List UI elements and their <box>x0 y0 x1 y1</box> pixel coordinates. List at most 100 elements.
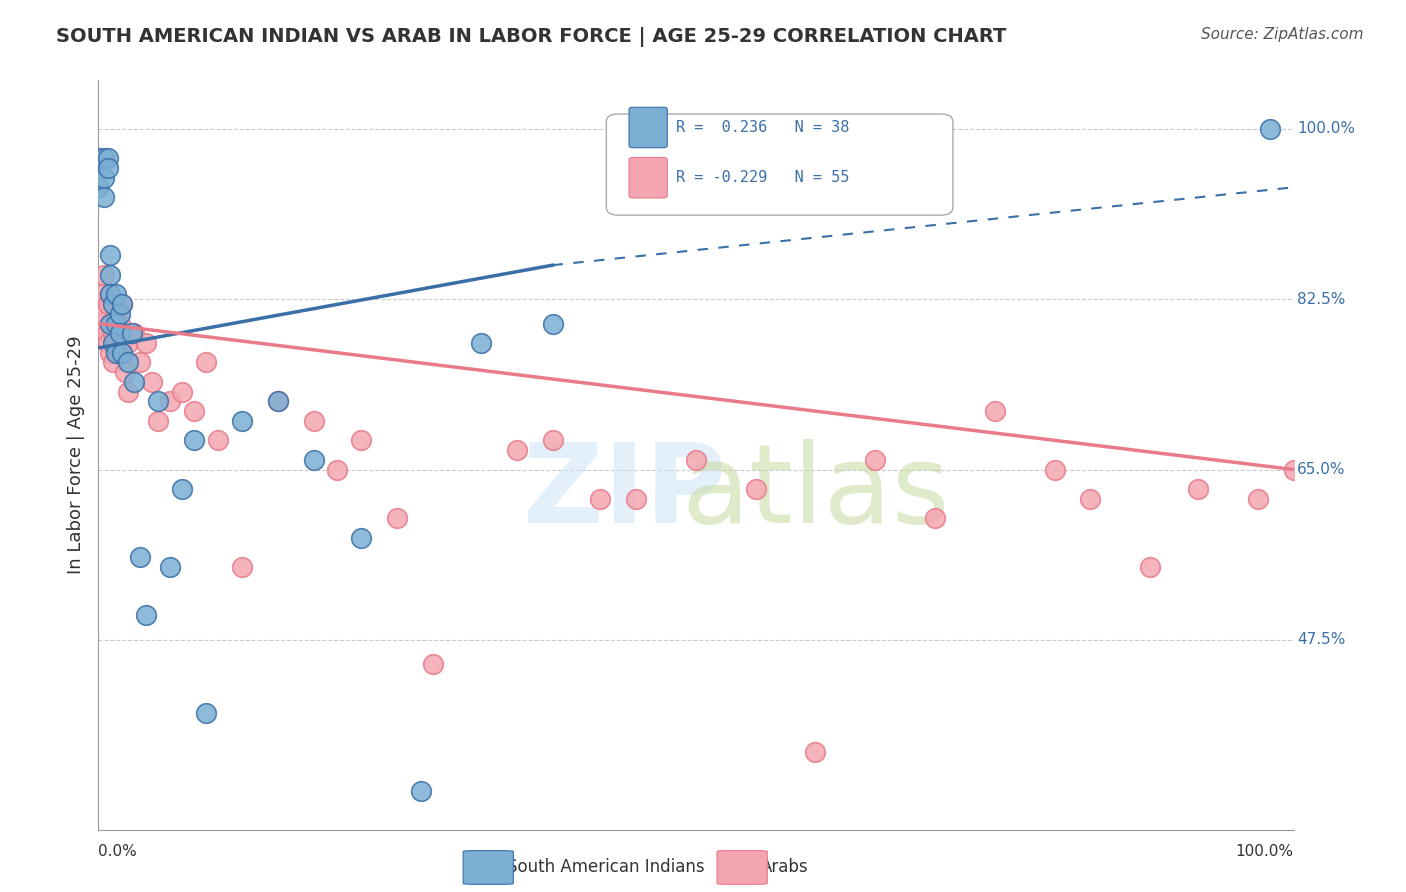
Point <box>87 151 110 165</box>
Point <box>685 452 707 467</box>
Point <box>541 434 564 448</box>
Point <box>148 394 170 409</box>
Point <box>302 414 325 428</box>
Point <box>93 307 115 321</box>
Point <box>93 170 115 185</box>
Point <box>231 559 253 574</box>
Point <box>195 706 218 720</box>
Point <box>105 336 128 351</box>
Point <box>541 317 564 331</box>
Text: 100.0%: 100.0% <box>1298 121 1355 136</box>
FancyBboxPatch shape <box>606 114 953 215</box>
Text: R = -0.229   N = 55: R = -0.229 N = 55 <box>676 170 849 186</box>
Point <box>114 365 136 379</box>
Point <box>267 394 290 409</box>
Text: 100.0%: 100.0% <box>1236 844 1294 859</box>
Text: SOUTH AMERICAN INDIAN VS ARAB IN LABOR FORCE | AGE 25-29 CORRELATION CHART: SOUTH AMERICAN INDIAN VS ARAB IN LABOR F… <box>56 27 1007 46</box>
Point <box>1247 491 1270 506</box>
Text: R =  0.236   N = 38: R = 0.236 N = 38 <box>676 120 849 135</box>
Point <box>111 345 134 359</box>
Point <box>124 326 146 341</box>
FancyBboxPatch shape <box>463 851 513 884</box>
Point <box>87 297 110 311</box>
Point <box>117 355 139 369</box>
Point <box>98 345 122 359</box>
Point <box>422 657 444 672</box>
Point <box>101 336 124 351</box>
Point <box>111 297 134 311</box>
Point <box>91 287 114 301</box>
Point <box>98 287 122 301</box>
Point <box>326 462 349 476</box>
Point <box>101 297 124 311</box>
Point <box>1139 559 1161 574</box>
Text: 47.5%: 47.5% <box>1298 632 1346 648</box>
Point <box>267 394 290 409</box>
Point <box>105 345 128 359</box>
Point <box>93 190 115 204</box>
Text: 82.5%: 82.5% <box>1298 292 1346 307</box>
Text: ZIP: ZIP <box>523 439 725 546</box>
Point <box>231 414 253 428</box>
FancyBboxPatch shape <box>628 158 668 198</box>
Point <box>93 268 115 282</box>
Text: atlas: atlas <box>682 439 949 546</box>
Point <box>135 336 157 351</box>
Point <box>172 482 194 496</box>
Point <box>97 161 120 175</box>
Point <box>111 336 134 351</box>
Point <box>350 434 373 448</box>
Point <box>97 336 120 351</box>
Point <box>470 336 492 351</box>
Point <box>183 404 205 418</box>
Point <box>411 783 433 797</box>
Point <box>506 443 529 458</box>
Point <box>984 404 1007 418</box>
Point <box>589 491 612 506</box>
Point <box>195 355 218 369</box>
Point <box>108 307 131 321</box>
Point <box>207 434 229 448</box>
Point <box>101 326 124 341</box>
Point <box>108 345 131 359</box>
Point <box>135 608 157 623</box>
Point <box>172 384 194 399</box>
Text: Source: ZipAtlas.com: Source: ZipAtlas.com <box>1201 27 1364 42</box>
Point <box>105 307 128 321</box>
Point <box>98 317 122 331</box>
Point <box>159 394 181 409</box>
Point <box>87 180 110 194</box>
Point <box>124 375 146 389</box>
Point <box>97 297 120 311</box>
Text: 65.0%: 65.0% <box>1298 462 1346 477</box>
Point <box>129 550 152 565</box>
Point <box>745 482 768 496</box>
Text: 0.0%: 0.0% <box>98 844 138 859</box>
Point <box>924 511 946 525</box>
Point <box>105 317 128 331</box>
Point <box>626 491 648 506</box>
Point <box>141 375 163 389</box>
Point <box>93 151 115 165</box>
Point <box>108 317 131 331</box>
Point <box>1258 122 1281 136</box>
Text: Arabs: Arabs <box>762 858 808 877</box>
Point <box>117 384 139 399</box>
Point <box>111 297 134 311</box>
Point <box>159 559 181 574</box>
Point <box>148 414 170 428</box>
Point <box>98 287 122 301</box>
FancyBboxPatch shape <box>717 851 768 884</box>
Point <box>98 317 122 331</box>
FancyBboxPatch shape <box>628 107 668 148</box>
Point <box>865 452 887 467</box>
Point <box>117 336 139 351</box>
Point <box>129 355 152 369</box>
Point <box>302 452 325 467</box>
Y-axis label: In Labor Force | Age 25-29: In Labor Force | Age 25-29 <box>66 335 84 574</box>
Point <box>350 531 373 545</box>
Point <box>101 355 124 369</box>
Point <box>98 268 122 282</box>
Point <box>1187 482 1209 496</box>
Text: South American Indians: South American Indians <box>508 858 704 877</box>
